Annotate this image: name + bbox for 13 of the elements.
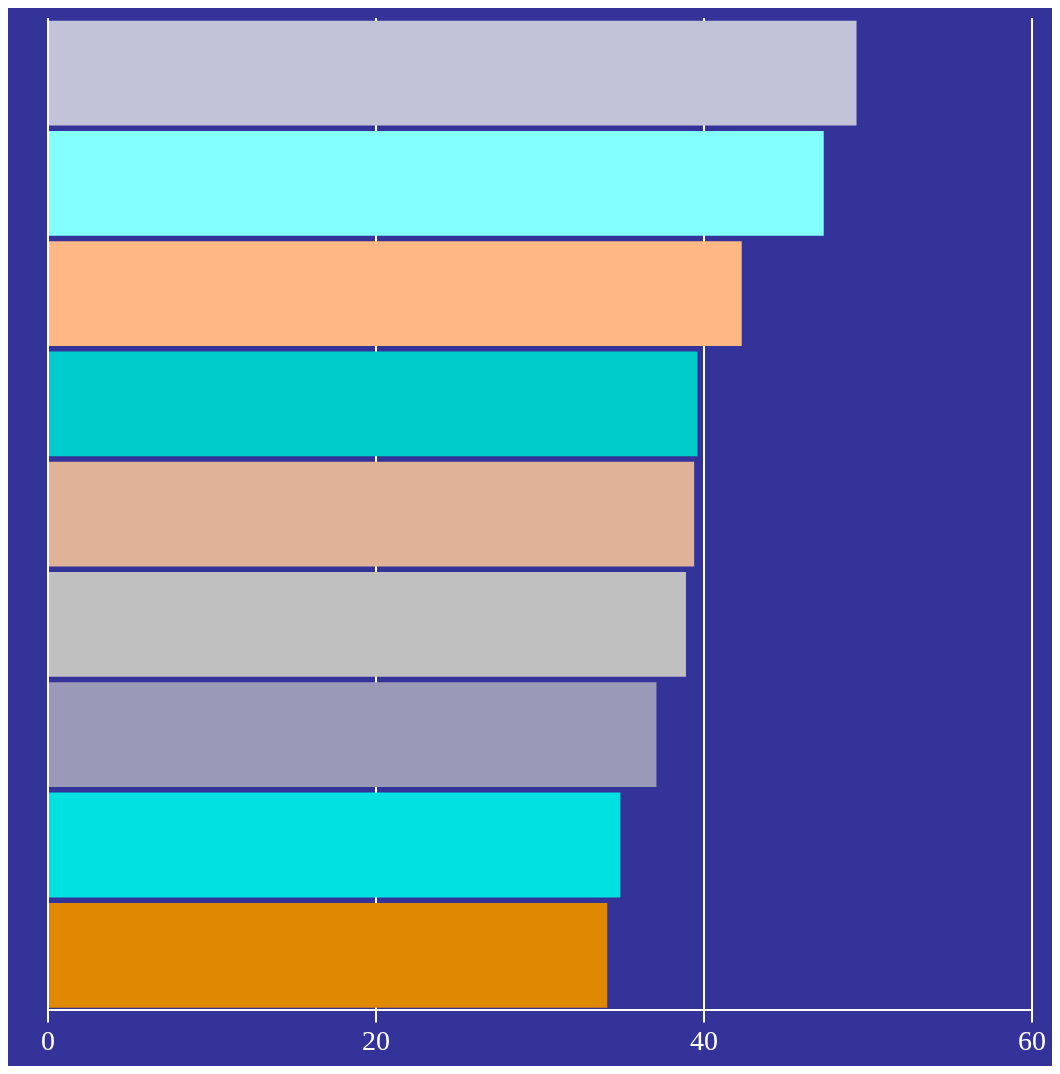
x-tick-label: 60	[1018, 1024, 1046, 1056]
bar	[49, 902, 608, 1008]
bar	[49, 792, 621, 898]
bar	[49, 572, 686, 677]
bar	[49, 131, 824, 236]
bar	[49, 461, 695, 567]
x-tick-label: 20	[362, 1024, 390, 1056]
bar	[49, 20, 857, 126]
x-tick-label: 40	[690, 1024, 718, 1056]
bar	[49, 682, 657, 788]
bar	[49, 241, 742, 347]
bar	[49, 351, 698, 457]
x-tick-label: 0	[41, 1024, 55, 1056]
